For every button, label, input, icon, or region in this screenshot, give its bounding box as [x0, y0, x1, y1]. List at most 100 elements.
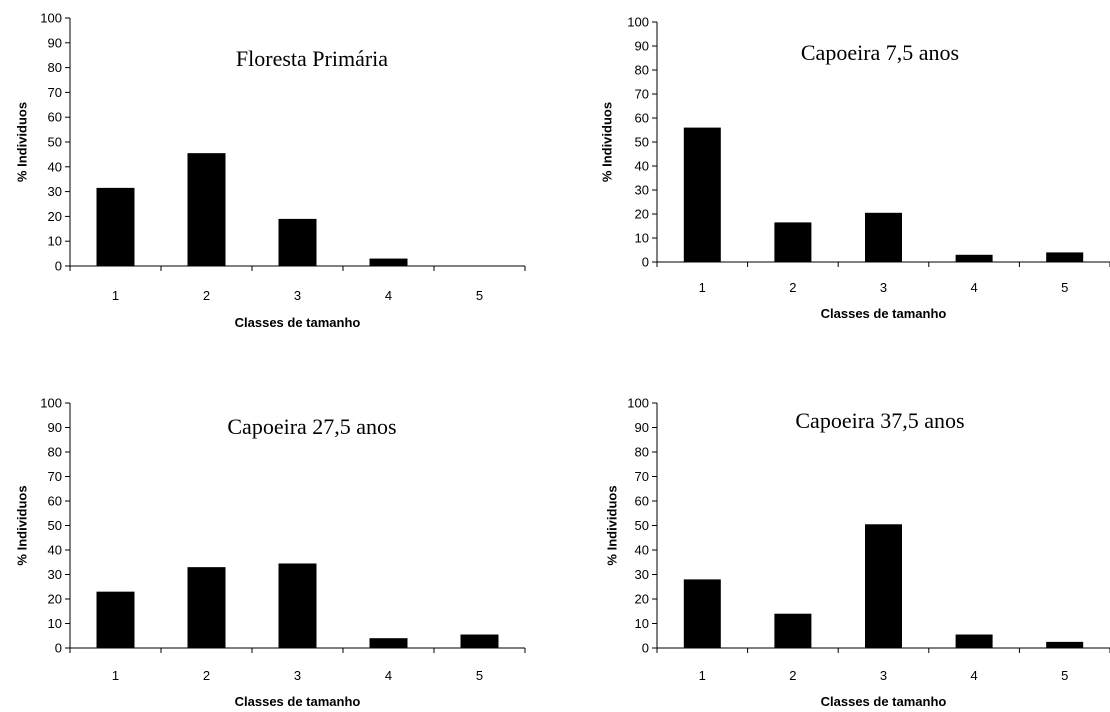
y-tick-label: 50: [635, 518, 649, 533]
y-tick-label: 10: [48, 616, 62, 631]
bar-4: [955, 254, 993, 262]
y-tick-label: 60: [635, 111, 649, 126]
y-tick-label: 40: [48, 159, 62, 174]
bar-1: [96, 187, 135, 266]
bar-5: [1046, 641, 1084, 648]
y-tick-label: 50: [635, 135, 649, 150]
bar-4: [369, 258, 408, 266]
x-tick-label: 5: [476, 288, 483, 303]
y-tick-label: 50: [48, 518, 62, 533]
y-axis-label: % Individuos: [15, 485, 30, 565]
chart-panel-3: 0 10 20 30 40 50 60 70 80 90 100 1 2 3 4 5 Capoeira 27,5…: [15, 396, 526, 709]
x-tick-label: 5: [476, 668, 483, 683]
chart-panel-4: 0 10 20 30 40 50 60 70 80 90 100 1 2 3 4 5 Capoeira 37,5…: [605, 396, 1110, 709]
y-tick-label: 20: [635, 592, 649, 607]
bar-1: [96, 591, 135, 648]
x-tick-label: 3: [880, 280, 887, 295]
y-tick-label: 20: [48, 592, 62, 607]
bar-2: [187, 153, 226, 266]
y-tick-label: 40: [635, 543, 649, 558]
y-tick-label: 80: [48, 60, 62, 75]
y-tick-label: 0: [642, 641, 649, 656]
y-tick-label: 0: [55, 641, 62, 656]
bar-3: [865, 524, 902, 648]
y-tick-label: 40: [635, 159, 649, 174]
bar-4: [369, 638, 408, 648]
x-tick-label: 5: [1061, 668, 1068, 683]
x-tick-label: 4: [385, 668, 392, 683]
chart-title: Capoeira 37,5 anos: [795, 408, 964, 433]
y-tick-label: 90: [48, 35, 62, 50]
bar-4: [955, 634, 993, 648]
y-tick-label: 30: [635, 183, 649, 198]
x-axis-label: Classes de tamanho: [821, 306, 947, 321]
y-tick-label: 40: [48, 543, 62, 558]
y-tick-label: 60: [48, 110, 62, 125]
y-tick-label: 100: [627, 15, 649, 30]
y-tick-label: 60: [635, 494, 649, 509]
y-tick-label: 80: [635, 445, 649, 460]
y-tick-label: 30: [48, 567, 62, 582]
chart-title: Capoeira 7,5 anos: [801, 40, 959, 65]
x-axis-label: Classes de tamanho: [235, 315, 361, 330]
bar-2: [187, 567, 226, 648]
y-tick-label: 30: [48, 184, 62, 199]
y-tick-label: 10: [635, 616, 649, 631]
x-tick-label: 3: [294, 288, 301, 303]
y-tick-label: 90: [48, 420, 62, 435]
y-tick-label: 10: [635, 231, 649, 246]
y-tick-label: 20: [635, 207, 649, 222]
chart-panel-2: 0 10 20 30 40 50 60 70 80 90 100 1 2 3 4 5 Capoeira 7,5 …: [600, 15, 1110, 321]
x-tick-label: 3: [880, 668, 887, 683]
y-tick-label: 70: [635, 469, 649, 484]
y-tick-label: 90: [635, 39, 649, 54]
x-axis-label: Classes de tamanho: [821, 694, 947, 709]
x-axis-label: Classes de tamanho: [235, 694, 361, 709]
x-tick-label: 2: [203, 288, 210, 303]
y-tick-label: 20: [48, 209, 62, 224]
y-tick-label: 0: [642, 255, 649, 270]
bar-2: [774, 613, 812, 648]
y-tick-label: 0: [55, 259, 62, 274]
x-tick-label: 5: [1061, 280, 1068, 295]
y-axis-label: % Individuos: [605, 485, 620, 565]
y-tick-label: 70: [48, 85, 62, 100]
bar-5: [1046, 252, 1084, 262]
y-axis-label: % Individuos: [15, 102, 30, 182]
x-tick-label: 1: [699, 668, 706, 683]
x-tick-label: 2: [789, 668, 796, 683]
y-tick-label: 100: [40, 396, 62, 411]
y-tick-label: 30: [635, 567, 649, 582]
y-tick-label: 80: [635, 63, 649, 78]
x-tick-label: 3: [294, 668, 301, 683]
bar-5: [460, 634, 499, 648]
y-tick-label: 70: [635, 87, 649, 102]
x-tick-label: 4: [970, 280, 977, 295]
x-tick-label: 1: [112, 668, 119, 683]
x-tick-label: 1: [699, 280, 706, 295]
y-tick-label: 10: [48, 234, 62, 249]
y-tick-label: 60: [48, 494, 62, 509]
y-tick-label: 100: [627, 396, 649, 411]
bar-3: [278, 218, 317, 266]
x-tick-label: 4: [970, 668, 977, 683]
bar-3: [278, 563, 317, 648]
y-tick-label: 50: [48, 135, 62, 150]
y-tick-label: 100: [40, 11, 62, 26]
x-tick-label: 2: [203, 668, 210, 683]
x-tick-label: 1: [112, 288, 119, 303]
y-tick-label: 90: [635, 420, 649, 435]
bar-1: [683, 579, 721, 648]
x-tick-label: 2: [789, 280, 796, 295]
chart-panel-1: 0 10 20 30 40 50 60 70 80 90 100 1 2 3 4 5 Floresta Prim…: [15, 11, 526, 330]
bar-1: [683, 127, 721, 262]
y-tick-label: 80: [48, 445, 62, 460]
bar-3: [865, 212, 902, 262]
x-tick-label: 4: [385, 288, 392, 303]
y-tick-label: 70: [48, 469, 62, 484]
y-axis-label: % Individuos: [600, 102, 615, 182]
chart-title: Capoeira 27,5 anos: [227, 414, 396, 439]
bar-2: [774, 222, 812, 262]
chart-title: Floresta Primária: [236, 46, 388, 71]
